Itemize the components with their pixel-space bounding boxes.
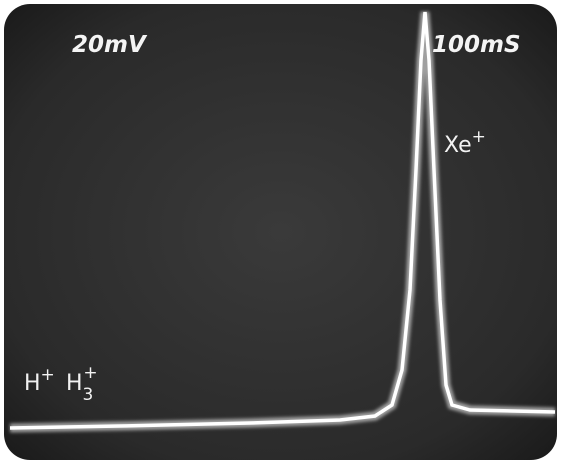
peak-label-base: H — [66, 371, 83, 396]
peak-label-base: H — [24, 371, 41, 396]
peak-label-base: Xe — [444, 133, 472, 158]
peak-label-sup: + — [41, 365, 55, 385]
peak-label-sub: 3 — [83, 385, 94, 405]
peak-label: H3+ — [66, 363, 98, 405]
trace — [9, 11, 556, 430]
peak-label: H+ — [24, 365, 55, 396]
peak-label-sup: + — [472, 127, 486, 147]
volts-per-div: 20mV — [72, 32, 148, 58]
peak-label: Xe+ — [444, 127, 486, 158]
peak-label-sup: + — [83, 363, 97, 383]
time-per-div: 100mS — [432, 32, 521, 58]
